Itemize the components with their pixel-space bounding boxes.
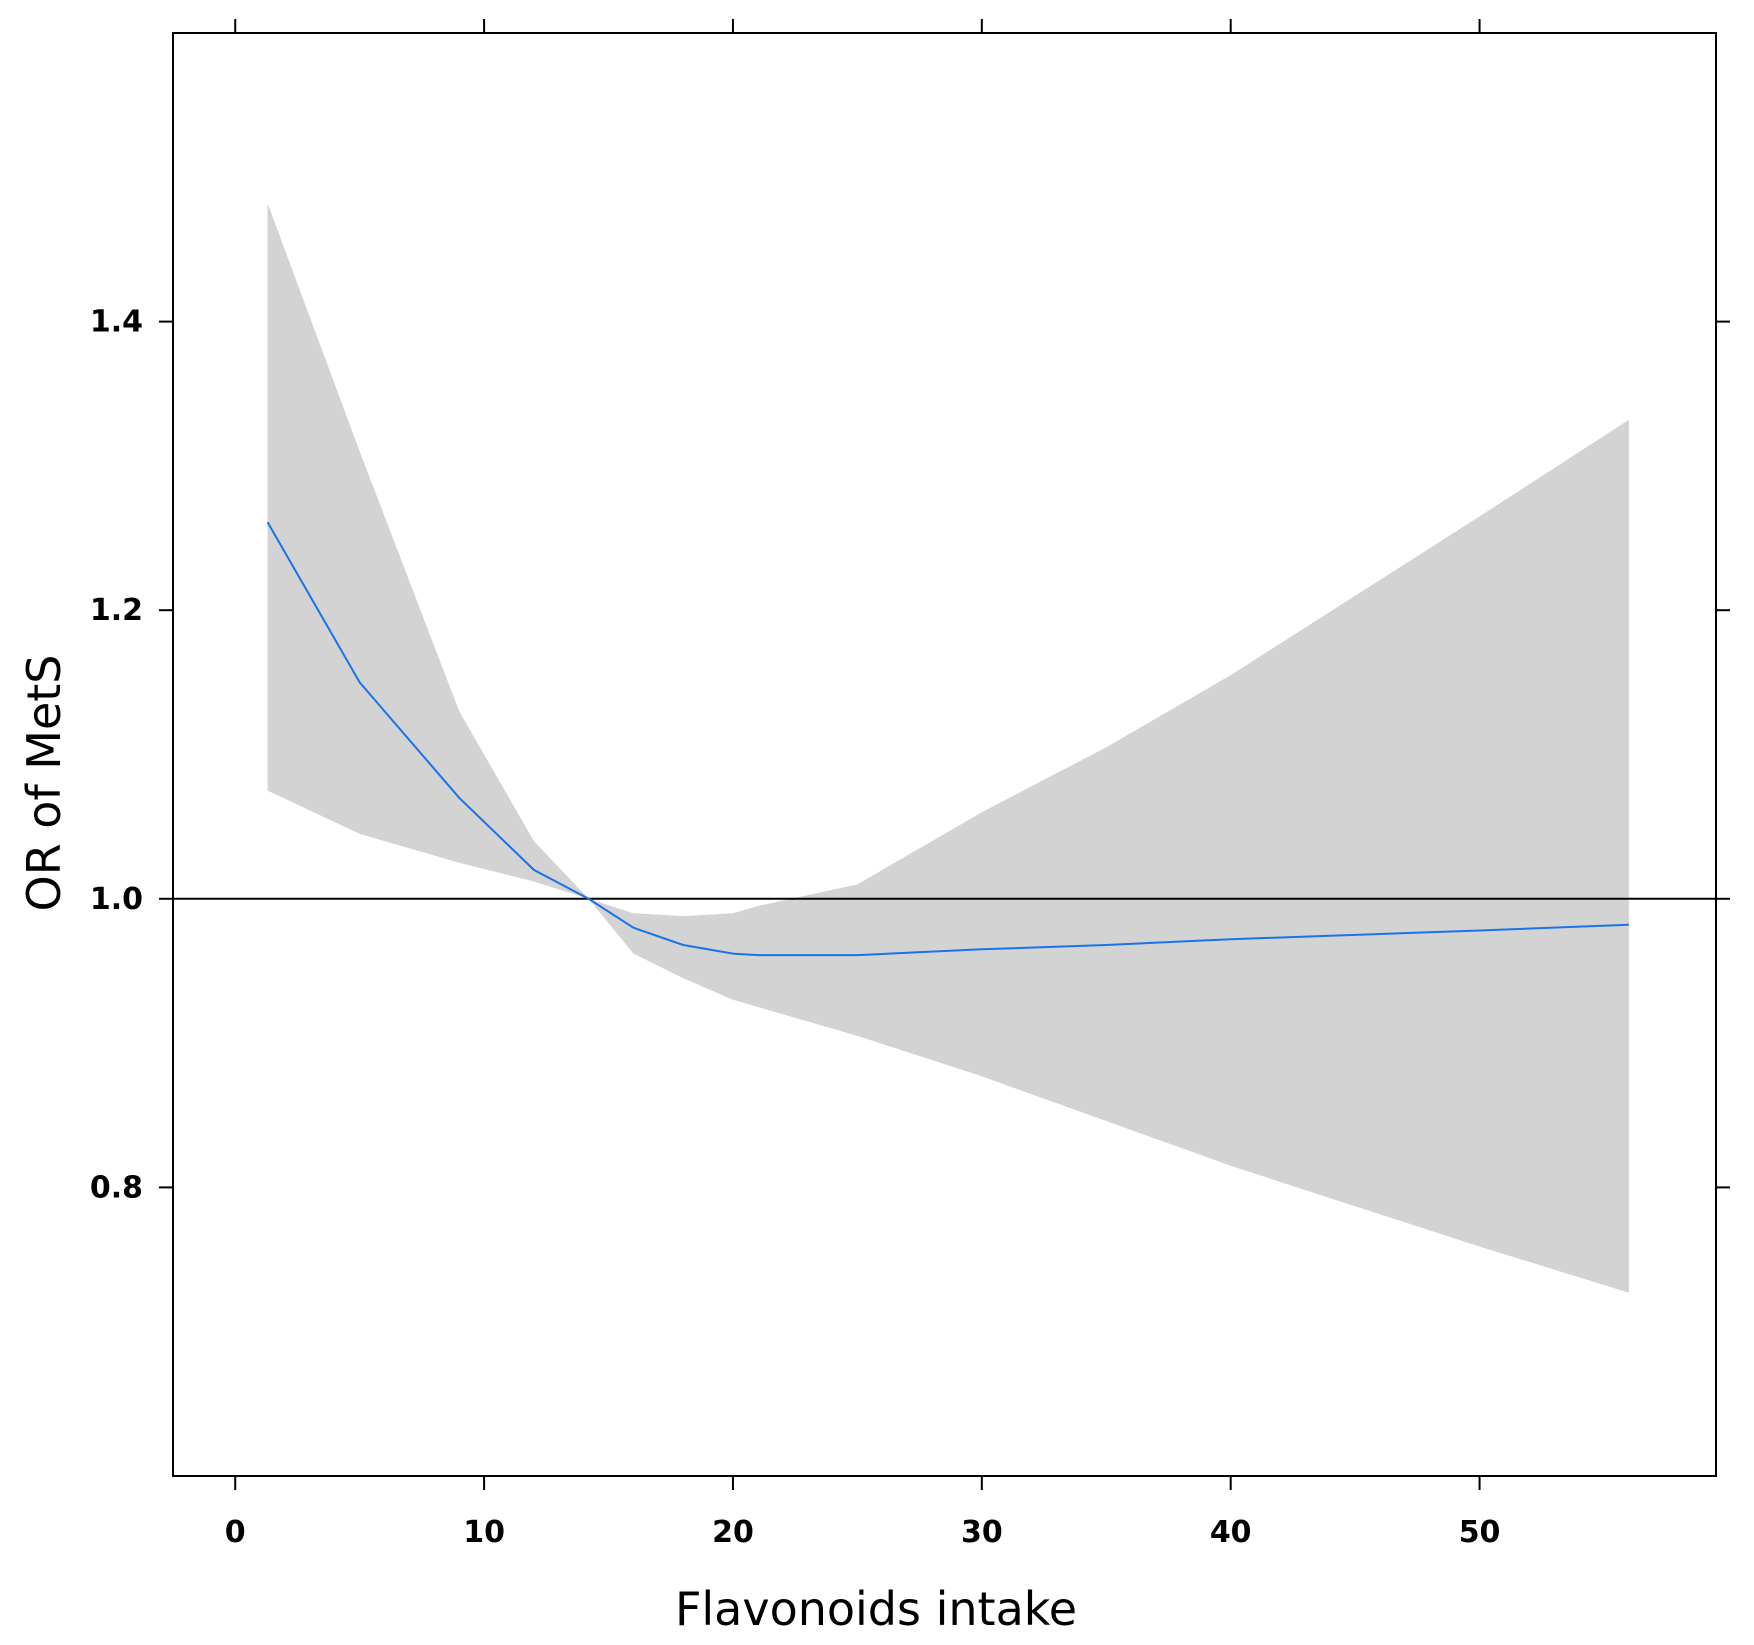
x-axis-title: Flavonoids intake (675, 1582, 1077, 1636)
y-tick-label: 1.2 (90, 593, 143, 628)
y-tick-label: 1.4 (90, 305, 143, 340)
or-curve (266, 521, 1629, 957)
curve-layer (266, 521, 1629, 957)
x-tick-label: 20 (712, 1515, 754, 1550)
x-tick-label: 50 (1459, 1515, 1501, 1550)
x-tick-label: 0 (225, 1515, 246, 1550)
x-tick-label: 10 (463, 1515, 505, 1550)
x-ticks: 0 10 20 30 40 50 (225, 19, 1501, 1550)
y-axis-title: OR of MetS (17, 655, 71, 912)
confidence-band (267, 203, 1629, 1293)
plot-frame-layer (172, 32, 1717, 1477)
plot-frame (172, 32, 1717, 1477)
confidence-band-layer (267, 203, 1629, 1293)
x-tick-label: 30 (961, 1515, 1003, 1550)
y-ticks: 0.8 1.0 1.2 1.4 (90, 305, 1730, 1205)
y-tick-label: 0.8 (90, 1170, 143, 1205)
x-tick-label: 40 (1210, 1515, 1252, 1550)
y-tick-label: 1.0 (90, 882, 143, 917)
